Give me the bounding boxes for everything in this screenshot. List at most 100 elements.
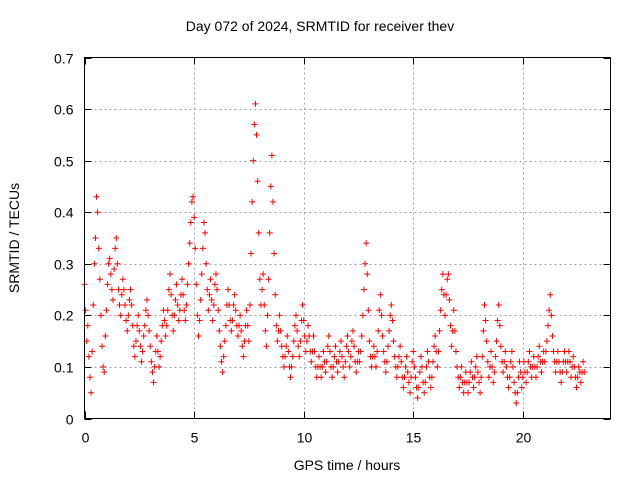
data-point: [124, 327, 131, 334]
data-point: [376, 307, 383, 314]
data-point: [172, 296, 179, 303]
data-point: [89, 348, 96, 355]
data-point: [228, 327, 235, 334]
chart-title: Day 072 of 2024, SRMTID for receiver the…: [185, 18, 455, 34]
data-point: [148, 358, 155, 365]
data-point: [573, 384, 580, 391]
data-point: [238, 327, 245, 334]
data-point: [357, 348, 364, 355]
data-point: [388, 302, 395, 309]
data-point: [394, 363, 401, 370]
x-axis-label: GPS time / hours: [293, 457, 401, 473]
data-point: [484, 358, 491, 365]
tick-labels-layer: 0 0.1 0.2 0.3 0.4 0.5 0.6 0.7 0 5 10 15 20: [54, 51, 531, 446]
data-point: [134, 322, 141, 329]
data-point: [202, 229, 209, 236]
data-point: [526, 348, 533, 355]
data-point: [150, 379, 157, 386]
data-point: [240, 353, 247, 360]
data-point: [259, 286, 266, 293]
data-point: [125, 312, 132, 319]
data-point: [237, 312, 244, 319]
data-point: [489, 363, 496, 370]
data-point: [358, 332, 365, 339]
data-point: [186, 240, 193, 247]
data-point: [264, 312, 271, 319]
data-point: [477, 389, 484, 396]
data-point: [536, 343, 543, 350]
data-point: [330, 363, 337, 370]
data-point: [447, 322, 454, 329]
data-point: [292, 312, 299, 319]
data-point: [476, 379, 482, 386]
data-point: [142, 307, 149, 314]
data-point: [405, 379, 412, 386]
data-point: [179, 276, 186, 283]
data-point: [320, 348, 327, 355]
data-point: [495, 302, 502, 309]
data-point: [397, 343, 404, 350]
data-point: [256, 276, 263, 283]
data-point: [149, 369, 156, 376]
data-point: [277, 327, 284, 334]
data-point: [505, 384, 512, 391]
data-point: [467, 369, 474, 376]
data-point: [272, 291, 279, 298]
data-point: [324, 343, 331, 350]
data-point: [146, 327, 153, 334]
data-point: [287, 374, 294, 381]
data-point: [423, 363, 430, 370]
data-point: [116, 302, 123, 309]
data-point: [416, 369, 423, 376]
data-point: [173, 281, 180, 288]
data-point: [253, 131, 260, 138]
data-point: [541, 358, 548, 365]
data-point: [251, 121, 258, 128]
data-point: [465, 389, 472, 396]
data-point: [97, 312, 104, 319]
data-point: [474, 369, 481, 376]
data-point: [266, 229, 273, 236]
grid-layer: [84, 57, 611, 419]
data-point: [523, 379, 530, 386]
data-point: [494, 317, 501, 324]
data-point: [291, 322, 298, 329]
data-point: [217, 343, 224, 350]
y-tick-label: 0.5: [54, 154, 74, 170]
data-point: [393, 374, 400, 381]
data-point: [316, 353, 323, 360]
data-point: [219, 369, 226, 376]
data-point: [300, 317, 307, 324]
data-point: [472, 363, 479, 370]
data-point: [565, 348, 572, 355]
data-point: [497, 343, 504, 350]
data-point: [403, 353, 410, 360]
data-point: [538, 369, 545, 376]
data-point: [213, 271, 219, 278]
data-point: [411, 363, 418, 370]
data-point: [117, 312, 124, 319]
data-point: [518, 384, 525, 391]
data-point: [260, 271, 267, 278]
data-point: [239, 343, 246, 350]
data-point: [183, 302, 190, 309]
data-point: [480, 327, 487, 334]
data-point: [401, 374, 408, 381]
data-point: [100, 363, 107, 370]
data-point: [305, 322, 312, 329]
data-point: [153, 332, 160, 339]
data-point: [189, 193, 196, 200]
y-tick-label: 0.3: [54, 257, 74, 273]
data-point: [421, 389, 428, 396]
y-tick-label: 0.4: [54, 205, 74, 221]
data-point: [507, 358, 514, 365]
data-point: [111, 265, 118, 272]
data-point: [356, 358, 363, 365]
data-point: [496, 322, 503, 329]
data-point: [439, 271, 446, 278]
data-point: [332, 343, 339, 350]
data-point: [261, 302, 268, 309]
data-point: [137, 343, 144, 350]
data-point: [345, 348, 352, 355]
